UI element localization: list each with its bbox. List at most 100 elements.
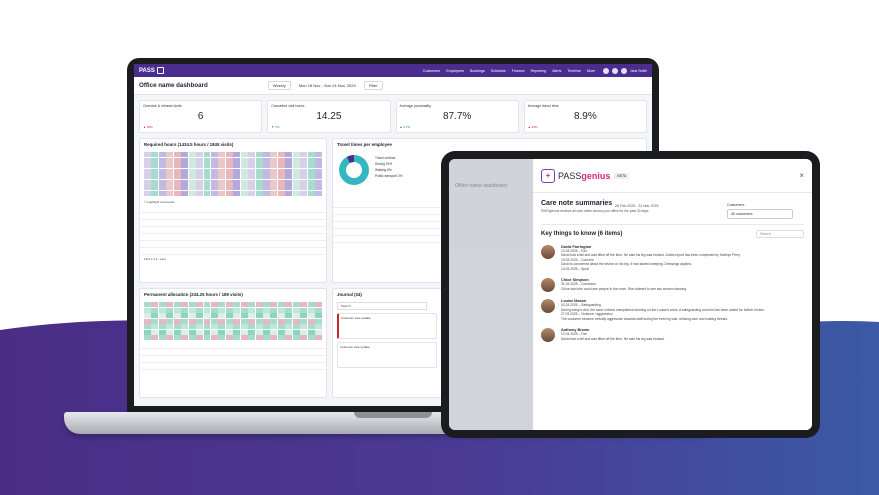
heatmap-cell: [181, 313, 189, 318]
nav-timeline[interactable]: Timeline: [567, 68, 581, 73]
heatmap-cell: [158, 174, 166, 179]
heatmap-cell: [144, 152, 151, 157]
heatmap-cell: [218, 163, 226, 168]
journal-search[interactable]: Search: [337, 302, 427, 310]
heatmap-cell: [188, 163, 196, 168]
heatmap-cell: [270, 313, 278, 318]
help-icon[interactable]: [612, 67, 619, 74]
heatmap-cell: [263, 190, 270, 196]
heatmap-cell: [240, 163, 248, 168]
heatmap-cell: [210, 179, 218, 185]
heatmap-cell: [203, 168, 211, 174]
heatmap-cell: [210, 318, 218, 324]
user-menu[interactable]: Jane Smith: [603, 67, 647, 74]
nav-finance[interactable]: Finance: [511, 68, 525, 73]
heatmap-cell: [218, 157, 226, 163]
journal-card[interactable]: Customer care update: [337, 313, 437, 339]
key-things-search[interactable]: Search: [756, 229, 804, 238]
heatmap-cell: [315, 163, 322, 168]
table-row: [333, 208, 443, 215]
heatmap-cell: [188, 313, 196, 318]
highlight-checkbox[interactable]: ☐ Highlight uncovered: [144, 199, 175, 204]
period-select[interactable]: Weekly: [267, 81, 291, 90]
heatmap-cell: [173, 324, 181, 329]
heatmap-cell: [315, 302, 322, 307]
heatmap-cell: [307, 313, 315, 318]
pagination[interactable]: First 1 2 3 › Last: [144, 256, 166, 261]
heatmap-cell: [181, 329, 189, 335]
heatmap-cell: [248, 307, 256, 313]
tablet-screen: Office name dashboard + PASSgenius BETA …: [449, 159, 812, 430]
note-line: 12.03.2025 – Fall: [561, 248, 587, 253]
heatmap-cell: [255, 168, 263, 174]
heatmap-cell: [277, 163, 285, 168]
heatmap-cell: [255, 157, 263, 163]
heatmap-cell: [210, 152, 218, 157]
settings-icon[interactable]: [621, 67, 628, 74]
heatmap-cell: [240, 324, 248, 329]
table-row: [140, 248, 326, 255]
customers-select[interactable]: All customers: [727, 209, 793, 219]
heatmap-cell: [196, 329, 203, 335]
journal-card[interactable]: Customer care update: [337, 342, 437, 368]
notification-icon[interactable]: [603, 67, 610, 74]
heatmap-cell: [196, 174, 203, 179]
nav-employees[interactable]: Employees: [446, 68, 464, 73]
filter-button[interactable]: Filter: [363, 81, 383, 90]
note-line: Chloe said she could see people in the r…: [561, 286, 687, 291]
heatmap-cell: [248, 179, 256, 185]
close-icon[interactable]: ×: [799, 171, 804, 180]
heatmap-cell: [255, 185, 263, 190]
heatmap-cell: [151, 152, 159, 157]
nav-customers[interactable]: Customers: [422, 68, 441, 73]
heatmap-cell: [166, 185, 174, 190]
heatmap-cell: [233, 318, 241, 324]
heatmap-cell: [307, 157, 315, 163]
heatmap-cell: [188, 168, 196, 174]
heatmap-cell: [166, 163, 174, 168]
heatmap-cell: [188, 329, 196, 335]
heatmap-cell: [218, 190, 226, 196]
heatmap-cell: [277, 318, 285, 324]
heatmap-cell: [285, 157, 293, 163]
nav-alerts[interactable]: Alerts: [552, 68, 562, 73]
heatmap-cell: [151, 335, 159, 340]
heatmap-cell: [270, 318, 278, 324]
heatmap-cell: [218, 185, 226, 190]
heatmap-cell: [270, 307, 278, 313]
heatmap-cell: [315, 313, 322, 318]
heatmap-cell: [181, 185, 189, 190]
heatmap-cell: [240, 174, 248, 179]
heatmap-cell: [188, 157, 196, 163]
table-row: [333, 229, 443, 236]
heatmap-cell: [218, 318, 226, 324]
heatmap-cell: [300, 179, 308, 185]
person-name: David Farrington: [561, 244, 592, 249]
heatmap-cell: [158, 152, 166, 157]
heatmap-cell: [203, 302, 211, 307]
heatmap-cell: [173, 174, 181, 179]
date-range[interactable]: Mon 18 Nov - Sun 24 Nov, 2024: [298, 83, 356, 88]
heatmap-cell: [270, 174, 278, 179]
nav-more[interactable]: More: [586, 68, 596, 73]
heatmap-cell: [277, 179, 285, 185]
heatmap-cell: [263, 185, 270, 190]
heatmap-cell: [188, 324, 196, 329]
avatar: [541, 298, 555, 313]
heatmap-cell: [292, 302, 300, 307]
nav-schedule[interactable]: Schedule: [490, 68, 506, 73]
heatmap-cell: [307, 307, 315, 313]
person-notes: David Farrington 12.03.2025 – Fall David h…: [561, 245, 741, 271]
nav-reporting[interactable]: Reporting: [530, 68, 547, 73]
table-row: [140, 220, 326, 227]
heatmap-cell: [270, 152, 278, 157]
heatmap-cell: [173, 168, 181, 174]
heatmap-cell: [270, 168, 278, 174]
heatmap-cell: [248, 302, 256, 307]
heatmap-cell: [315, 190, 322, 196]
heatmap-cell: [263, 318, 270, 324]
heatmap-cell: [277, 329, 285, 335]
heatmap-cell: [270, 335, 278, 340]
nav-bookings[interactable]: Bookings: [470, 68, 485, 73]
heatmap-cell: [173, 152, 181, 157]
